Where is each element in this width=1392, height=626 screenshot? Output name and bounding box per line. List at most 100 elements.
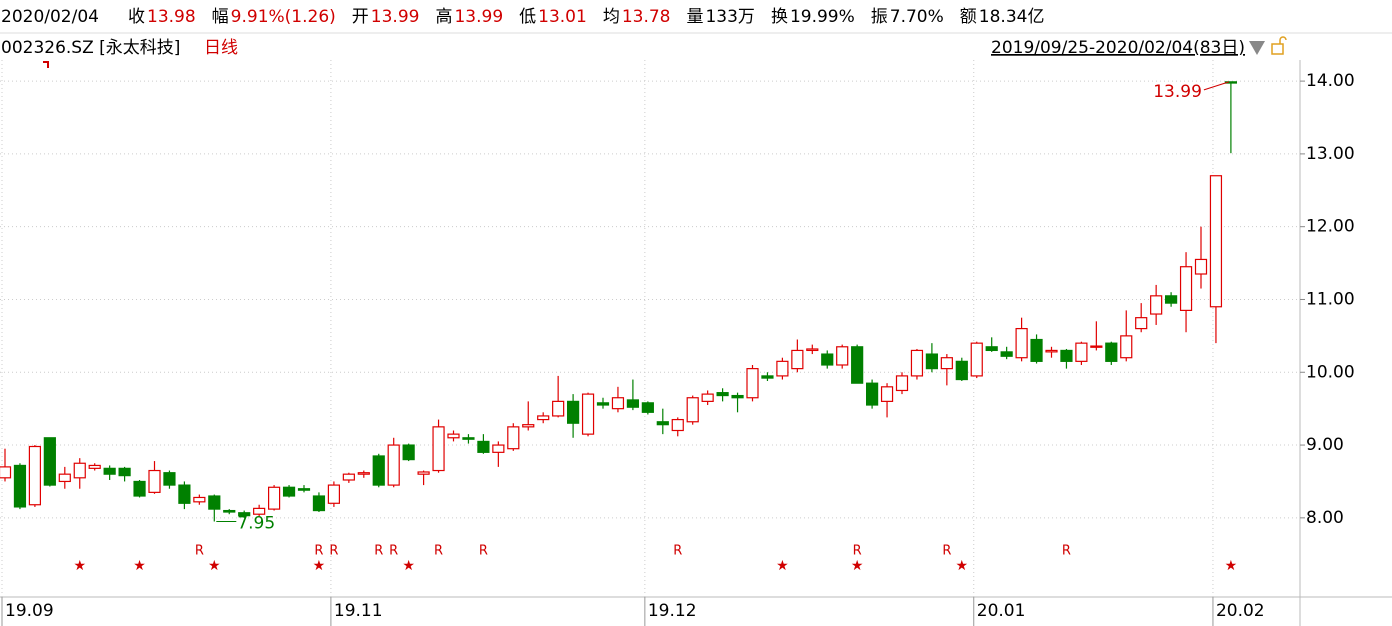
star-marker: ★ xyxy=(956,558,969,574)
candle-body xyxy=(955,360,968,381)
period: 日线 xyxy=(204,38,238,58)
r-marker: R xyxy=(314,544,323,559)
high-arrow xyxy=(1203,81,1230,91)
star-marker: ★ xyxy=(851,558,864,574)
low-label: 7.95 xyxy=(237,513,275,533)
header-value: 13.78 xyxy=(622,7,671,27)
star-marker: ★ xyxy=(73,558,86,574)
header-label: 量 xyxy=(686,7,703,27)
dropdown-icon[interactable] xyxy=(1249,41,1265,55)
r-marker: R xyxy=(853,544,862,559)
candle-body xyxy=(1105,342,1118,362)
header-label: 换 xyxy=(771,7,788,27)
candle-body xyxy=(507,426,520,450)
candle-body xyxy=(746,368,759,399)
candle-body xyxy=(940,357,953,370)
candle-body xyxy=(253,507,266,515)
candle-body xyxy=(133,480,146,497)
candle-body xyxy=(910,349,924,377)
r-marker: R xyxy=(389,544,398,559)
candle-body xyxy=(970,342,983,377)
date: 2020/02/04 xyxy=(1,7,99,27)
candle-body xyxy=(118,467,131,477)
candle-body xyxy=(1060,349,1073,362)
candle-body xyxy=(163,472,176,486)
candle-body xyxy=(1090,345,1103,348)
r-marker: R xyxy=(434,544,443,559)
header-label: 低 xyxy=(519,7,536,27)
candle-body xyxy=(806,348,819,352)
candle-body xyxy=(1045,349,1058,353)
y-tick-label: 13.00 xyxy=(1306,144,1355,164)
header-value: 7.70% xyxy=(890,7,944,27)
candle-body xyxy=(1015,327,1028,359)
candle-body xyxy=(1120,335,1133,359)
candle-body xyxy=(492,444,505,453)
header-value: 13.99 xyxy=(454,7,503,27)
header-label: 高 xyxy=(435,7,452,27)
header-value: 133万 xyxy=(705,7,754,27)
candle-body xyxy=(880,386,894,402)
header-label: 额 xyxy=(960,7,977,27)
candle-body xyxy=(611,397,625,410)
candle-body xyxy=(596,402,610,406)
candle-body xyxy=(1209,175,1223,308)
candle-body xyxy=(686,397,699,423)
header-value: 13.01 xyxy=(538,7,587,27)
y-tick-label: 12.00 xyxy=(1306,217,1355,237)
y-tick-label: 11.00 xyxy=(1306,289,1355,309)
x-tick-label: 19.11 xyxy=(334,601,383,621)
candle-body xyxy=(1164,295,1178,304)
candle-body xyxy=(1135,317,1148,330)
r-marker: R xyxy=(673,544,682,559)
candle-body xyxy=(417,471,430,475)
y-tick-label: 14.00 xyxy=(1306,71,1355,91)
candle-body xyxy=(851,346,864,384)
candle-body xyxy=(1075,342,1088,362)
candle-body xyxy=(552,400,565,417)
header-label: 均 xyxy=(603,7,620,27)
candle-body xyxy=(477,440,490,453)
candle-body xyxy=(1194,258,1208,275)
header-label: 幅 xyxy=(212,7,229,27)
candle-body xyxy=(58,473,71,483)
candle-body xyxy=(776,360,789,377)
header-label: 开 xyxy=(352,7,369,27)
candle-body xyxy=(701,393,714,402)
candle-body xyxy=(761,375,774,379)
header-value: 19.99% xyxy=(790,7,855,27)
candle-body xyxy=(88,464,101,469)
r-marker: R xyxy=(329,544,338,559)
lock-icon[interactable] xyxy=(1271,43,1284,55)
candle-body xyxy=(342,473,355,481)
candle-body xyxy=(43,437,56,486)
candle-body xyxy=(821,353,834,366)
candle-body xyxy=(357,472,370,475)
candle-body xyxy=(836,346,849,366)
candle-body xyxy=(656,421,669,426)
star-marker: ★ xyxy=(133,558,146,574)
candle-body xyxy=(447,433,460,439)
x-tick-label: 19.09 xyxy=(5,601,54,621)
candle-body xyxy=(103,467,116,475)
candle-body xyxy=(1179,266,1193,311)
candle-body xyxy=(0,466,12,479)
candle-body xyxy=(1150,295,1163,315)
candle-body xyxy=(208,495,221,510)
candle-body xyxy=(462,437,475,440)
candle-body xyxy=(985,346,998,352)
candle-body xyxy=(581,393,595,435)
header-value: 13.98 xyxy=(147,7,196,27)
x-tick-label: 20.02 xyxy=(1216,601,1265,621)
high-label: 13.99 xyxy=(1153,82,1202,102)
r-marker: R xyxy=(479,544,488,559)
candle-body xyxy=(671,418,684,432)
star-marker: ★ xyxy=(208,558,221,574)
candle-body xyxy=(626,399,640,408)
header-label: 收 xyxy=(128,7,145,27)
r-marker: R xyxy=(942,544,951,559)
candle-body xyxy=(925,353,939,370)
candle-body xyxy=(312,495,326,512)
